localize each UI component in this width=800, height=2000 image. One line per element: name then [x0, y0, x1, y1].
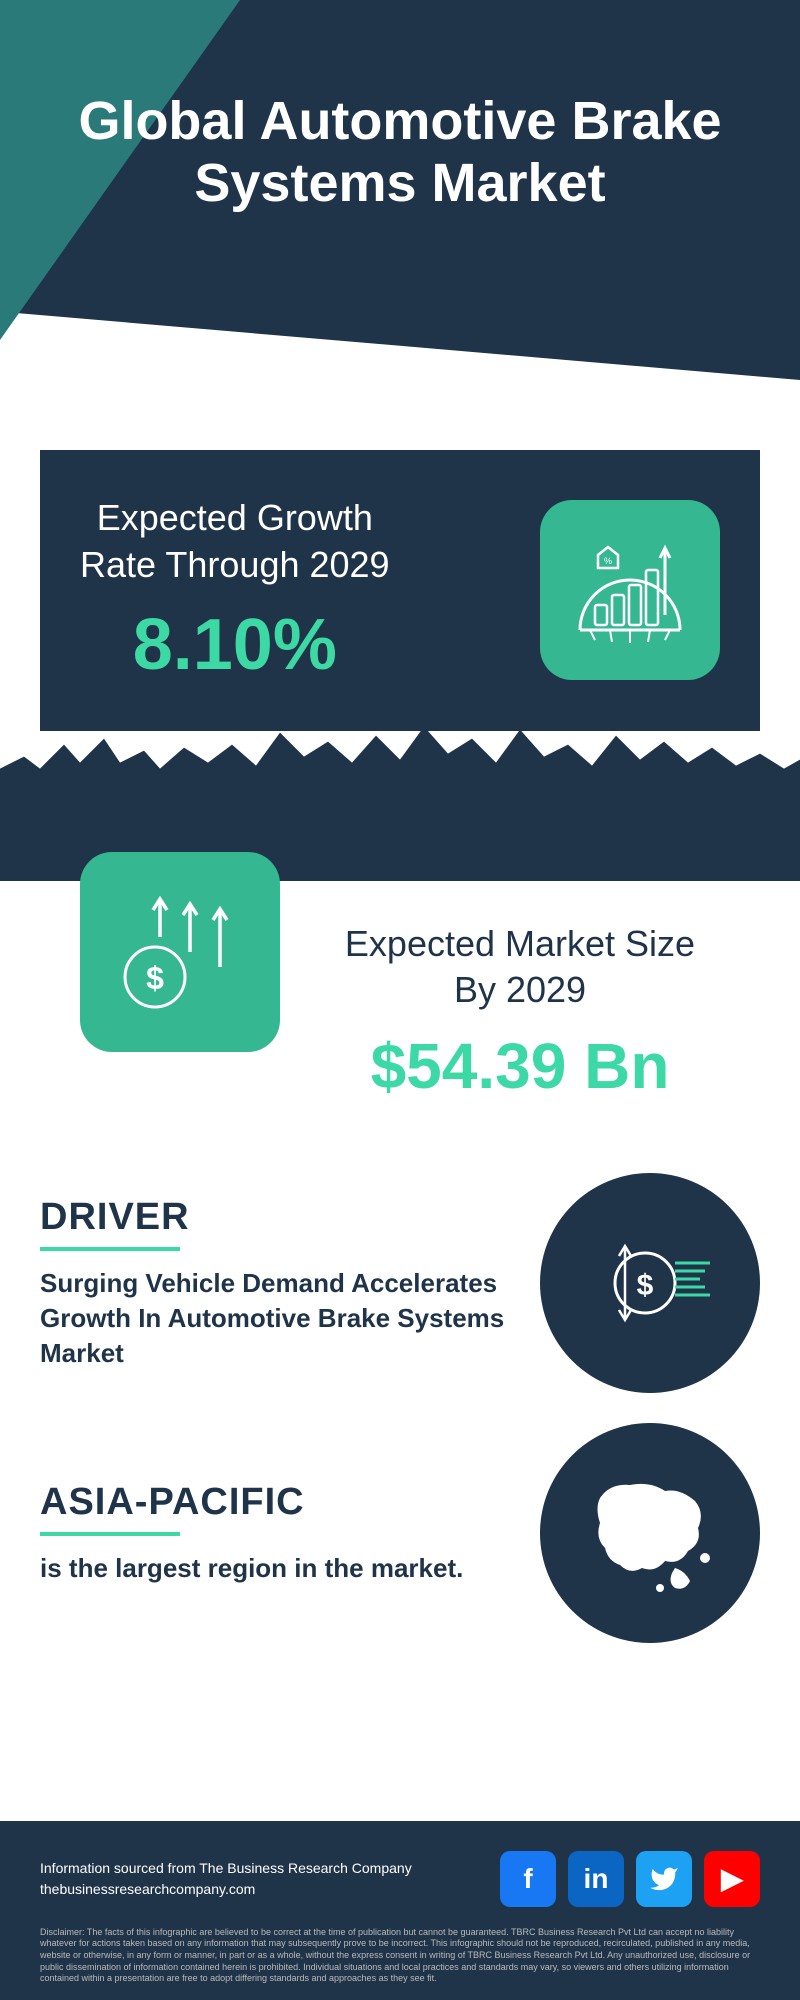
exchange-dollar-icon: $: [575, 1208, 725, 1358]
region-text: ASIA-PACIFIC is the largest region in th…: [40, 1481, 510, 1586]
market-label-line2: By 2029: [454, 969, 586, 1010]
market-size-box: $ Expected Market Size By 2029 $54.39 Bn: [40, 881, 760, 1144]
facebook-icon[interactable]: f: [500, 1851, 556, 1907]
svg-text:%: %: [604, 556, 612, 566]
linkedin-label: in: [584, 1863, 609, 1895]
footer-source: Information sourced from The Business Re…: [40, 1858, 412, 1900]
region-title: ASIA-PACIFIC: [40, 1481, 510, 1524]
region-section: ASIA-PACIFIC is the largest region in th…: [40, 1423, 760, 1643]
driver-icon-circle: $: [540, 1173, 760, 1393]
disclaimer-text: Disclaimer: The facts of this infographi…: [40, 1927, 760, 1985]
linkedin-icon[interactable]: in: [568, 1851, 624, 1907]
asia-map-icon: [560, 1443, 740, 1623]
growth-chart-icon: %: [560, 520, 700, 660]
youtube-label: ▶: [721, 1862, 743, 1895]
growth-label: Expected Growth Rate Through 2029: [80, 495, 390, 589]
growth-text: Expected Growth Rate Through 2029 8.10%: [80, 495, 390, 686]
page-title: Global Automotive Brake Systems Market: [0, 90, 800, 214]
market-value: $54.39 Bn: [320, 1029, 720, 1103]
dollar-growth-icon: $: [105, 877, 255, 1027]
growth-label-line2: Rate Through 2029: [80, 544, 390, 585]
youtube-icon[interactable]: ▶: [704, 1851, 760, 1907]
market-label-line1: Expected Market Size: [345, 923, 695, 964]
growth-label-line1: Expected Growth: [97, 497, 373, 538]
facebook-label: f: [523, 1863, 532, 1895]
driver-title: DRIVER: [40, 1196, 510, 1239]
twitter-icon[interactable]: [636, 1851, 692, 1907]
market-text: Expected Market Size By 2029 $54.39 Bn: [320, 921, 720, 1104]
market-label: Expected Market Size By 2029: [320, 921, 720, 1015]
growth-rate-box: Expected Growth Rate Through 2029 8.10% …: [40, 450, 760, 731]
driver-section: DRIVER Surging Vehicle Demand Accelerate…: [40, 1173, 760, 1393]
social-icons: f in ▶: [500, 1851, 760, 1907]
region-description: is the largest region in the market.: [40, 1551, 510, 1586]
growth-value: 8.10%: [80, 604, 390, 686]
region-underline: [40, 1532, 180, 1536]
footer-top: Information sourced from The Business Re…: [40, 1851, 760, 1907]
market-icon-box: $: [80, 852, 280, 1052]
region-icon-circle: [540, 1423, 760, 1643]
header-section: Global Automotive Brake Systems Market: [0, 0, 800, 420]
footer: Information sourced from The Business Re…: [0, 1821, 800, 2000]
svg-text:$: $: [146, 960, 164, 996]
source-line1: Information sourced from The Business Re…: [40, 1860, 412, 1876]
driver-text: DRIVER Surging Vehicle Demand Accelerate…: [40, 1196, 510, 1371]
driver-description: Surging Vehicle Demand Accelerates Growt…: [40, 1266, 510, 1371]
growth-icon-box: %: [540, 500, 720, 680]
source-line2: thebusinessresearchcompany.com: [40, 1881, 255, 1897]
svg-text:$: $: [637, 1269, 654, 1302]
driver-underline: [40, 1247, 180, 1251]
